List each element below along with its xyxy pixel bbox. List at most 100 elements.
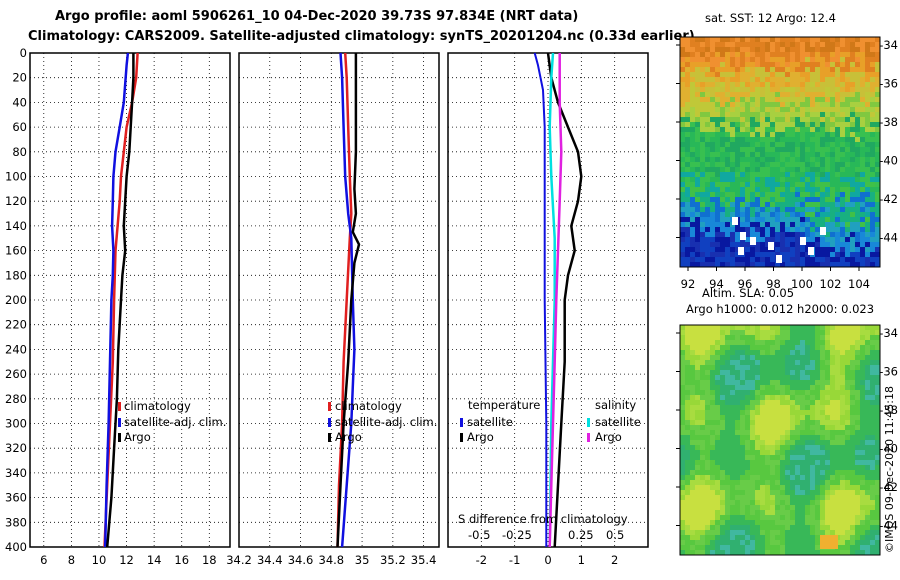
sla-cell <box>780 325 785 330</box>
sla-cell <box>865 335 870 340</box>
sla-cell <box>865 350 870 355</box>
sla-cell <box>820 440 825 445</box>
sla-cell <box>755 405 760 410</box>
sla-cell <box>850 355 855 360</box>
sst-cell <box>850 42 855 47</box>
sst-cell <box>810 222 815 227</box>
sst-cell <box>810 182 815 187</box>
sla-cell <box>710 420 715 425</box>
sst-cell <box>690 167 695 172</box>
sst-cell <box>820 37 825 42</box>
sla-cell <box>685 375 690 380</box>
legend-temperature-panel: climatology satellite-adj. clim. Argo <box>118 399 226 444</box>
legend-sat-temp-label: satellite <box>467 415 513 429</box>
legend-swatch-argo-temp <box>460 433 463 442</box>
sst-cell <box>745 262 750 267</box>
sst-cell <box>775 207 780 212</box>
sst-cell <box>795 92 800 97</box>
sst-cell <box>680 202 685 207</box>
sla-cell <box>710 370 715 375</box>
sst-cell <box>725 62 730 67</box>
sst-cell <box>685 77 690 82</box>
sst-cell <box>700 122 705 127</box>
sst-cell <box>780 217 785 222</box>
sst-cell <box>705 147 710 152</box>
sst-cell <box>760 147 765 152</box>
sla-cell <box>730 470 735 475</box>
sla-cell <box>710 520 715 525</box>
sla-cell <box>750 545 755 550</box>
sst-cell <box>740 87 745 92</box>
sst-cell <box>700 212 705 217</box>
sla-cell <box>700 550 705 555</box>
sla-cell <box>870 355 875 360</box>
sla-cell <box>775 475 780 480</box>
sst-cell <box>705 222 710 227</box>
sst-cell <box>815 262 820 267</box>
sla-cell <box>720 515 725 520</box>
sst-cell <box>870 172 875 177</box>
sst-cell <box>740 172 745 177</box>
sst-lon-label: 100 <box>791 277 813 291</box>
sla-cell <box>755 400 760 405</box>
sst-cell <box>690 102 695 107</box>
sst-cell <box>760 232 765 237</box>
sst-cell <box>785 122 790 127</box>
sst-cell <box>725 82 730 87</box>
sla-cell <box>870 410 875 415</box>
sst-cell <box>710 197 715 202</box>
sst-cell <box>875 177 880 182</box>
sla-cell <box>765 410 770 415</box>
sst-cell <box>685 222 690 227</box>
sst-cell <box>735 172 740 177</box>
sst-cell <box>725 247 730 252</box>
sla-cell <box>780 400 785 405</box>
sst-cell <box>875 252 880 257</box>
sst-cell <box>690 62 695 67</box>
sst-cell <box>690 82 695 87</box>
sst-cell <box>875 107 880 112</box>
sst-map-frame <box>679 36 881 268</box>
sst-cell <box>765 142 770 147</box>
sla-cell <box>855 360 860 365</box>
sst-cell <box>875 62 880 67</box>
sla-cell <box>700 525 705 530</box>
sla-cell <box>860 420 865 425</box>
sla-cell <box>840 450 845 455</box>
sst-cell <box>705 257 710 262</box>
sst-cell <box>830 227 835 232</box>
sla-cell <box>860 515 865 520</box>
sla-cell <box>700 410 705 415</box>
sst-cell <box>870 202 875 207</box>
sla-cell <box>770 360 775 365</box>
sla-cell <box>715 440 720 445</box>
sst-cell <box>850 127 855 132</box>
sst-cell <box>870 47 875 52</box>
sla-cell <box>745 345 750 350</box>
sla-cell <box>795 440 800 445</box>
sst-cell <box>860 262 865 267</box>
sla-cell <box>720 395 725 400</box>
sla-cell <box>815 330 820 335</box>
sst-cell <box>785 112 790 117</box>
sla-cell <box>865 545 870 550</box>
sst-cell <box>685 227 690 232</box>
sst-cell <box>695 152 700 157</box>
sla-cell <box>875 325 880 330</box>
sla-cell <box>705 430 710 435</box>
sst-cell <box>780 142 785 147</box>
sst-cell <box>770 252 775 257</box>
sst-cell <box>720 152 725 157</box>
sla-cell <box>770 475 775 480</box>
sst-cell <box>715 47 720 52</box>
sla-cell <box>860 535 865 540</box>
sst-cell <box>690 52 695 57</box>
sst-cell <box>855 137 860 142</box>
sst-cell <box>700 242 705 247</box>
sla-map-title-2: Argo h1000: 0.012 h2000: 0.023 <box>686 302 874 316</box>
sla-cell <box>710 405 715 410</box>
sla-map <box>680 325 880 555</box>
sst-cell <box>730 242 735 247</box>
sst-cell <box>725 37 730 42</box>
sst-cell <box>705 137 710 142</box>
